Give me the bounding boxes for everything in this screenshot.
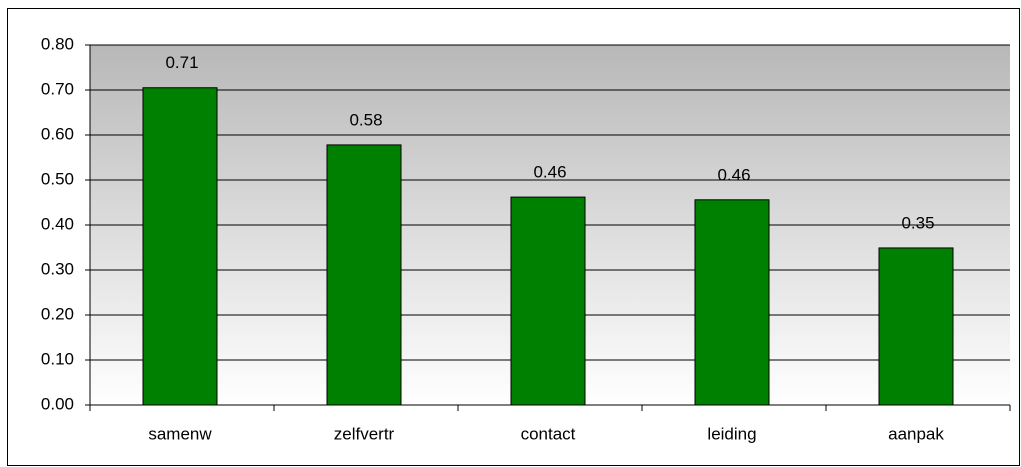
- value-label: 0.58: [349, 110, 382, 129]
- value-label: 0.46: [717, 165, 750, 184]
- y-tick-label: 0.60: [41, 124, 74, 143]
- y-tick-label: 0.10: [41, 349, 74, 368]
- x-tick-label: leiding: [707, 424, 756, 443]
- y-tick-label: 0.70: [41, 79, 74, 98]
- y-tick-label: 0.40: [41, 214, 74, 233]
- x-tick-label: contact: [521, 424, 576, 443]
- value-label: 0.46: [533, 163, 566, 182]
- bar: [326, 144, 402, 406]
- bar: [510, 196, 586, 406]
- bar: [878, 247, 954, 406]
- y-tick-label: 0.30: [41, 259, 74, 278]
- x-tick-label: zelfvertr: [334, 424, 395, 443]
- value-label: 0.35: [901, 213, 934, 232]
- bar: [142, 87, 218, 406]
- x-tick-label: samenw: [148, 424, 212, 443]
- y-tick-label: 0.00: [41, 394, 74, 413]
- y-tick-label: 0.50: [41, 169, 74, 188]
- x-tick-label: aanpak: [888, 424, 944, 443]
- bar: [694, 199, 770, 406]
- value-label: 0.71: [165, 53, 198, 72]
- y-tick-label: 0.80: [41, 34, 74, 53]
- y-tick-label: 0.20: [41, 304, 74, 323]
